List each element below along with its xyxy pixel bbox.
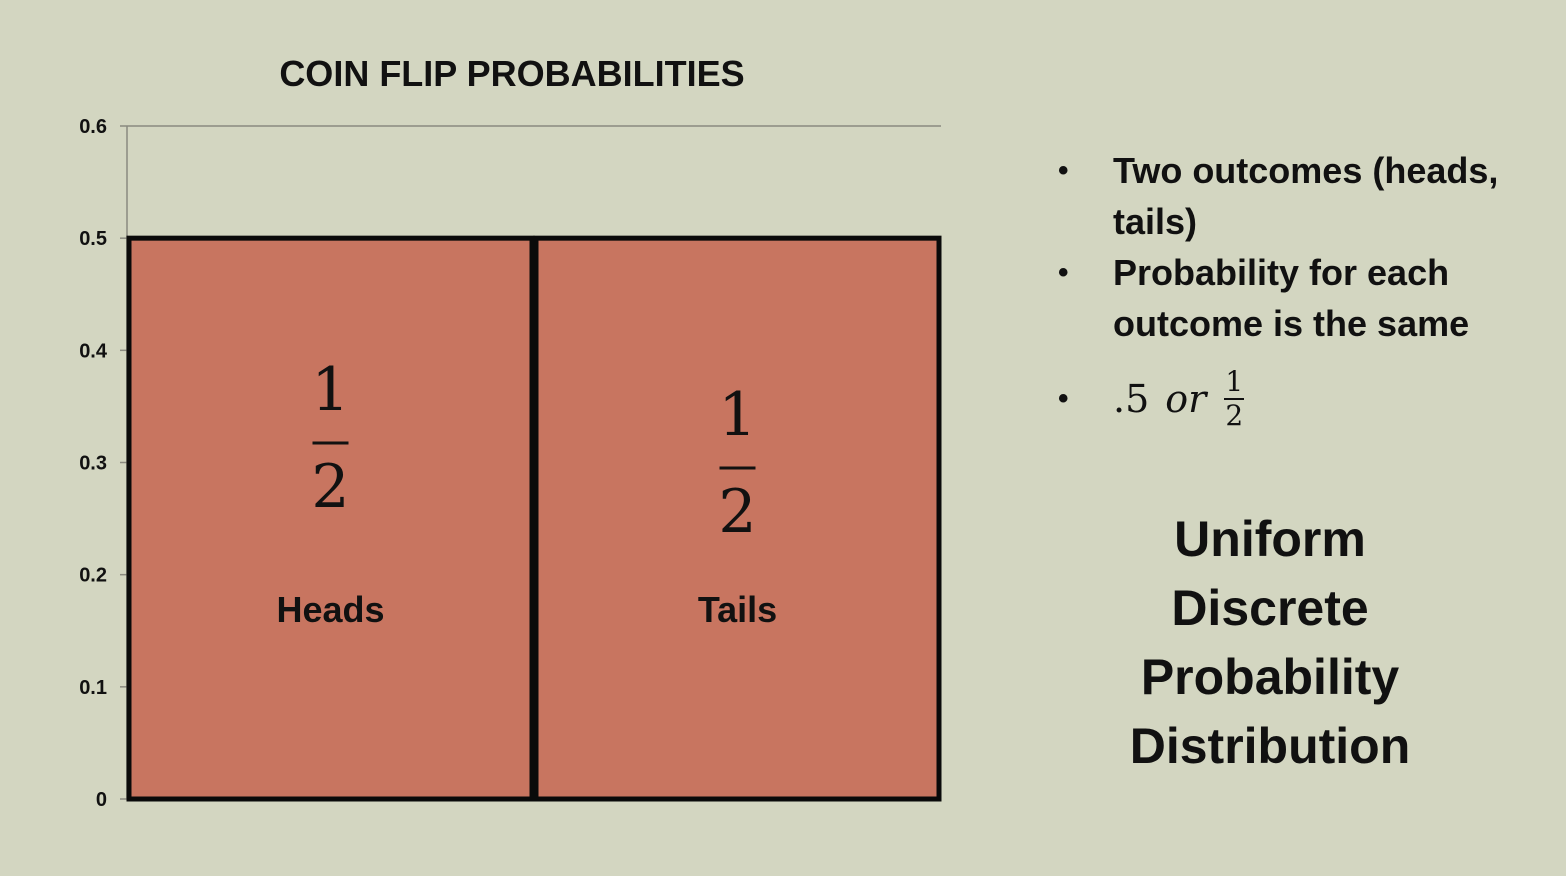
heading-line: Uniform bbox=[1174, 511, 1366, 567]
bullet-item-math: • .5 or 1 2 bbox=[1058, 349, 1528, 449]
bullet-dot: • bbox=[1058, 256, 1069, 289]
bar-chart: COIN FLIP PROBABILITIES 0 0.1 0.2 0.3 0.4 0.5… bbox=[79, 53, 942, 811]
fraction-bar bbox=[1224, 398, 1245, 400]
bar-tails bbox=[533, 235, 942, 802]
heading-line: Probability bbox=[1140, 649, 1400, 705]
fraction-denominator: 2 bbox=[1225, 399, 1244, 432]
bullet-dot: • bbox=[1058, 154, 1069, 187]
category-label: Heads bbox=[276, 589, 384, 630]
fraction-numerator: 1 bbox=[1225, 365, 1244, 398]
math-expression: .5 or 1 2 bbox=[1113, 349, 1528, 449]
decimal-value: .5 bbox=[1113, 376, 1150, 421]
bar-label-denominator: 2 bbox=[718, 477, 756, 547]
y-tick-label: 0.4 bbox=[79, 340, 108, 362]
bar-label-denominator: 2 bbox=[311, 452, 349, 522]
heading-line: Distribution bbox=[1129, 718, 1411, 774]
bullet-text: Probability for each outcome is the same bbox=[1113, 252, 1470, 344]
y-tick-label: 0.6 bbox=[79, 116, 107, 138]
heading-line: Discrete bbox=[1171, 580, 1369, 636]
bar-label-numerator: 1 bbox=[311, 355, 349, 425]
bullet-text: Two outcomes (heads, tails) bbox=[1113, 150, 1499, 242]
bullet-item: • Two outcomes (heads, tails) bbox=[1058, 145, 1528, 247]
bullet-item: • Probability for each outcome is the sa… bbox=[1058, 247, 1528, 349]
distribution-heading: Uniform Discrete Probability Distributio… bbox=[1090, 505, 1450, 781]
bar-label-numerator: 1 bbox=[718, 380, 756, 450]
y-tick-label: 0.2 bbox=[79, 565, 107, 587]
y-tick-label: 0.3 bbox=[79, 453, 107, 475]
or-word: or bbox=[1165, 376, 1207, 421]
bullet-list: • Two outcomes (heads, tails) • Probabil… bbox=[1058, 145, 1528, 449]
bar-heads bbox=[126, 235, 535, 802]
y-tick-label: 0 bbox=[96, 789, 107, 811]
category-label: Tails bbox=[698, 589, 777, 630]
y-tick-label: 0.5 bbox=[79, 228, 107, 250]
chart-title: COIN FLIP PROBABILITIES bbox=[279, 53, 744, 94]
fraction: 1 2 bbox=[1224, 365, 1245, 432]
y-tick-label: 0.1 bbox=[79, 677, 107, 699]
bullet-dot: • bbox=[1058, 382, 1069, 415]
